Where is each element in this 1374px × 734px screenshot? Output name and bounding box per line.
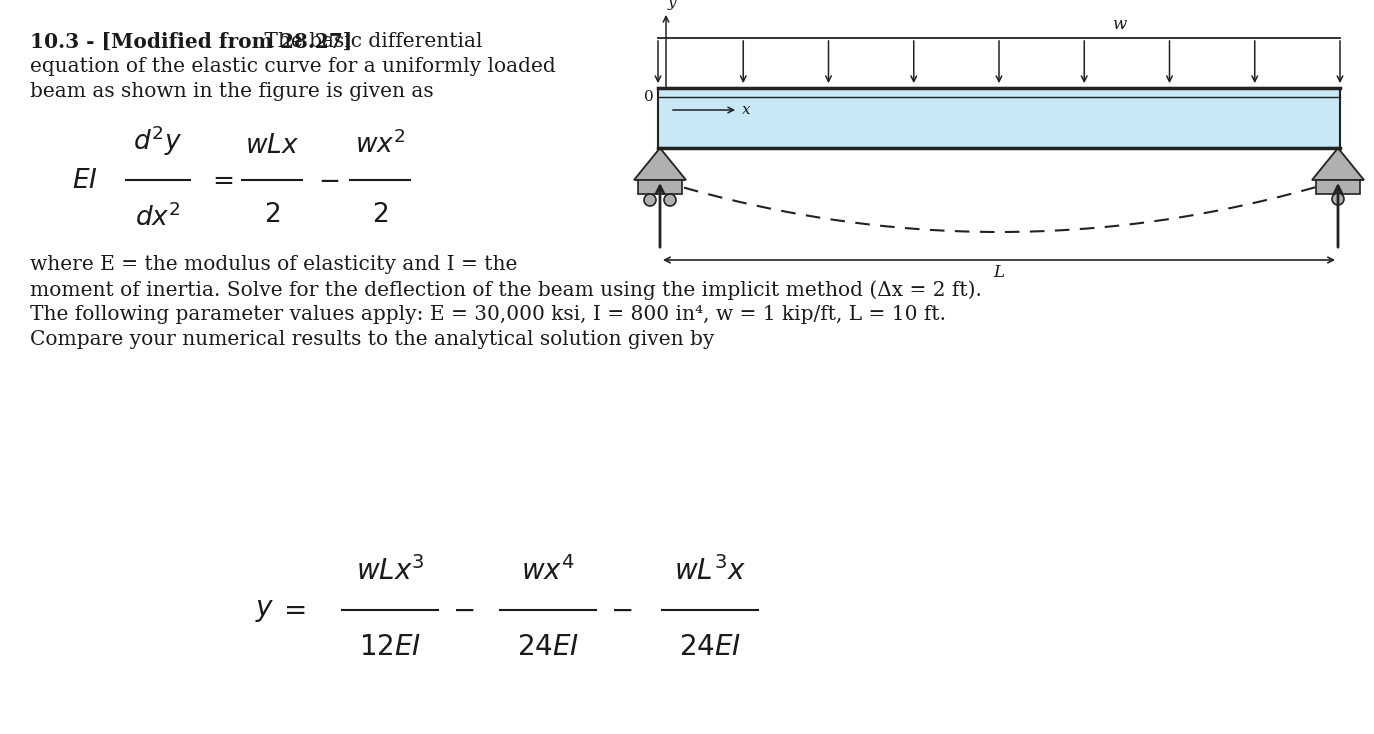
Bar xyxy=(1316,180,1360,194)
Text: $\mathit{24EI}$: $\mathit{24EI}$ xyxy=(679,634,741,661)
Text: The following parameter values apply: E = 30,000 ksi, I = 800 in⁴, w = 1 kip/ft,: The following parameter values apply: E … xyxy=(30,305,947,324)
Polygon shape xyxy=(1312,148,1364,180)
Text: $\mathit{dx^2}$: $\mathit{dx^2}$ xyxy=(135,202,181,230)
Text: $\mathit{d^2y}$: $\mathit{d^2y}$ xyxy=(133,123,183,158)
Bar xyxy=(658,88,1340,148)
Text: The basic differential: The basic differential xyxy=(258,32,482,51)
Text: 0: 0 xyxy=(644,90,654,104)
Text: $\mathit{12EI}$: $\mathit{12EI}$ xyxy=(359,634,422,661)
Text: $\mathit{24EI}$: $\mathit{24EI}$ xyxy=(517,634,578,661)
Text: 10.3 - [Modified from 28.27]: 10.3 - [Modified from 28.27] xyxy=(30,32,352,52)
Polygon shape xyxy=(633,148,686,180)
Circle shape xyxy=(1331,193,1344,205)
Text: $\mathit{wx^4}$: $\mathit{wx^4}$ xyxy=(521,556,574,586)
Text: $\mathit{2}$: $\mathit{2}$ xyxy=(264,202,280,227)
Text: where E = the modulus of elasticity and I = the: where E = the modulus of elasticity and … xyxy=(30,255,518,274)
Text: $\mathit{y}$: $\mathit{y}$ xyxy=(256,597,275,623)
Text: $=$: $=$ xyxy=(207,167,234,192)
Text: $-$: $-$ xyxy=(452,597,474,623)
Text: $-$: $-$ xyxy=(610,597,632,623)
Text: Compare your numerical results to the analytical solution given by: Compare your numerical results to the an… xyxy=(30,330,714,349)
Text: w: w xyxy=(1112,16,1127,33)
Text: $\mathit{EI}$: $\mathit{EI}$ xyxy=(71,167,98,192)
Text: y: y xyxy=(668,0,676,10)
Text: $\mathit{wLx}$: $\mathit{wLx}$ xyxy=(245,133,300,158)
Text: $-$: $-$ xyxy=(317,167,339,192)
Bar xyxy=(638,180,682,194)
Text: $\mathit{2}$: $\mathit{2}$ xyxy=(372,202,387,227)
Circle shape xyxy=(664,194,676,206)
Text: L: L xyxy=(993,264,1004,281)
Text: equation of the elastic curve for a uniformly loaded: equation of the elastic curve for a unif… xyxy=(30,57,555,76)
Circle shape xyxy=(644,194,655,206)
Text: $\mathit{wx^2}$: $\mathit{wx^2}$ xyxy=(354,129,405,158)
Text: moment of inertia. Solve for the deflection of the beam using the implicit metho: moment of inertia. Solve for the deflect… xyxy=(30,280,982,299)
Text: x: x xyxy=(742,103,750,117)
Text: $\mathit{wLx^3}$: $\mathit{wLx^3}$ xyxy=(356,556,425,586)
Text: beam as shown in the figure is given as: beam as shown in the figure is given as xyxy=(30,82,434,101)
Text: $=$: $=$ xyxy=(278,597,306,623)
Text: $\mathit{wL^3x}$: $\mathit{wL^3x}$ xyxy=(675,556,746,586)
